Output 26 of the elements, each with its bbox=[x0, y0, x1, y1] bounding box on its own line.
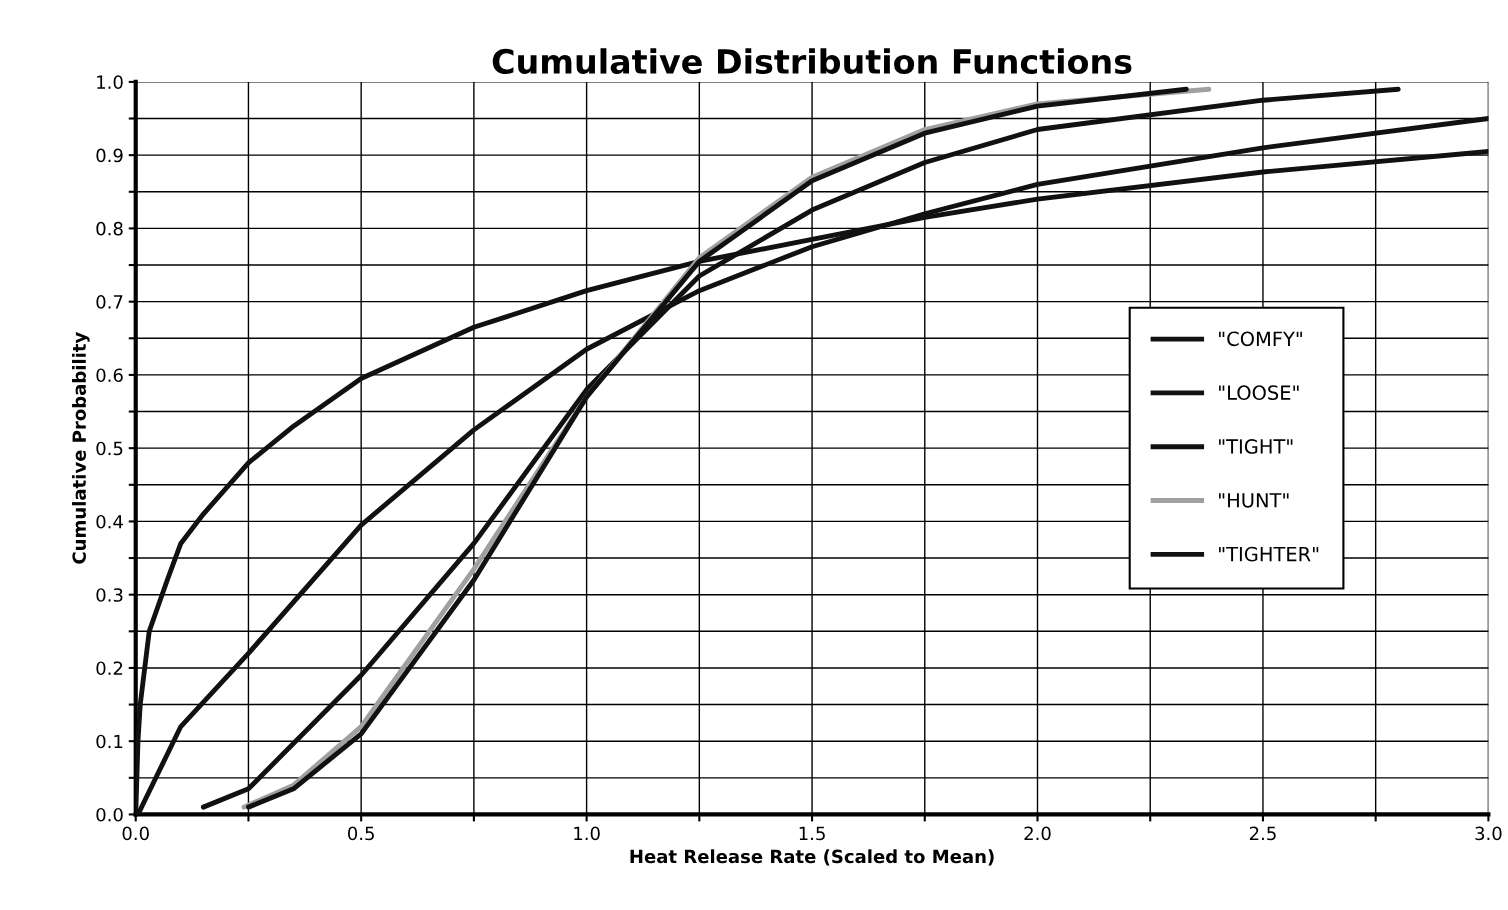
x-tick-label: 0.0 bbox=[122, 826, 149, 841]
x-tick-label: 1.5 bbox=[799, 826, 825, 841]
y-tick-label: 0.7 bbox=[96, 295, 123, 309]
y-tick-label: 0.0 bbox=[96, 807, 123, 822]
legend-label: "TIGHTER" bbox=[1219, 546, 1319, 562]
y-tick-label: 0.3 bbox=[96, 588, 123, 602]
legend-label: "HUNT" bbox=[1219, 493, 1289, 508]
y-axis-title: Cumulative Probability bbox=[72, 332, 90, 564]
y-tick-label: 0.2 bbox=[96, 661, 123, 676]
x-tick-label: 2.0 bbox=[1024, 826, 1051, 841]
x-tick-label: 1.0 bbox=[574, 826, 600, 841]
legend-label: "COMFY" bbox=[1219, 331, 1302, 347]
x-tick-label: 2.5 bbox=[1249, 826, 1276, 841]
y-tick-label: 1.0 bbox=[97, 75, 123, 90]
legend-label: "TIGHT" bbox=[1219, 439, 1293, 454]
chart-title: Cumulative Distribution Functions bbox=[492, 48, 1132, 75]
x-axis-title: Heat Release Rate (Scaled to Mean) bbox=[630, 849, 994, 866]
y-tick-label: 0.1 bbox=[96, 734, 123, 749]
y-tick-label: 0.9 bbox=[96, 148, 123, 163]
y-tick-label: 0.5 bbox=[96, 441, 123, 456]
x-tick-label: 0.5 bbox=[348, 826, 374, 841]
y-tick-label: 0.8 bbox=[96, 221, 123, 236]
y-tick-label: 0.6 bbox=[96, 368, 123, 383]
legend-label: "LOOSE" bbox=[1219, 385, 1299, 400]
y-tick-label: 0.4 bbox=[96, 514, 123, 529]
x-tick-label: 3.0 bbox=[1475, 826, 1502, 841]
